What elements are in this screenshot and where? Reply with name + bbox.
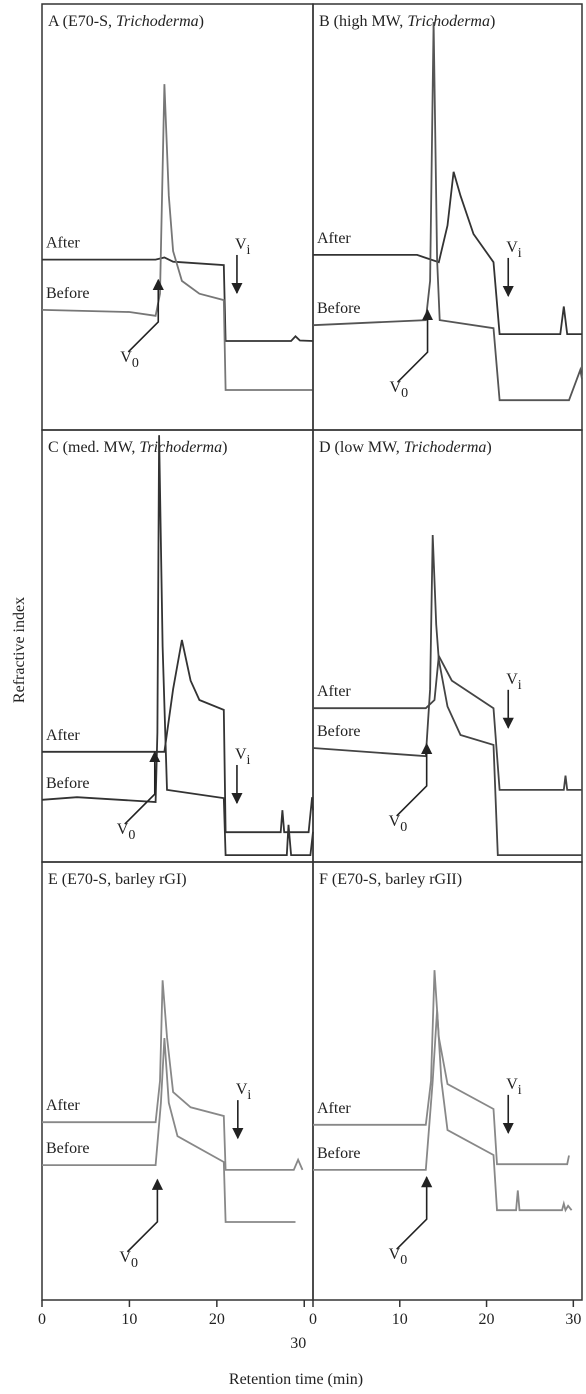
x-tick-label: 30: [290, 1335, 306, 1352]
annotation-sub: i: [518, 246, 522, 261]
annotation-text: V: [506, 671, 518, 688]
series-label: Before: [46, 775, 90, 792]
annotation: Vi: [235, 236, 251, 258]
trace: [312, 534, 582, 856]
arrow: [127, 278, 164, 353]
annotation: Vi: [506, 239, 522, 261]
annotation: V0: [390, 379, 409, 401]
series-label: After: [317, 683, 351, 700]
panel-frame: [312, 861, 583, 1301]
trace: [42, 980, 304, 1171]
annotation-sub: i: [247, 243, 251, 258]
x-tick-label: 10: [121, 1311, 137, 1328]
panel-title: A (E70-S, Trichoderma): [48, 13, 204, 30]
annotation-text: V: [506, 239, 518, 256]
trace: [313, 1009, 573, 1213]
annotation-text: V: [390, 379, 402, 396]
annotation-text: V: [117, 821, 129, 838]
arrow: [396, 309, 434, 383]
x-tick-label: 0: [309, 1311, 317, 1328]
panel-frame: [41, 861, 314, 1301]
panel-title: B (high MW, Trichoderma): [319, 13, 495, 30]
annotation-sub: 0: [400, 1253, 407, 1268]
panel-frame: [312, 3, 583, 431]
x-tick-label: 0: [38, 1311, 46, 1328]
annotation-text: V: [119, 1249, 131, 1266]
annotation-text: V: [236, 1081, 248, 1098]
annotation-sub: i: [247, 1088, 251, 1103]
annotation: V0: [389, 1246, 408, 1268]
annotation-text: V: [389, 813, 401, 830]
series-label: Before: [317, 300, 361, 317]
arrow: [396, 1176, 433, 1250]
series-label: Before: [317, 1145, 361, 1162]
trace: [42, 1038, 296, 1223]
series-label: After: [46, 727, 80, 744]
annotation-text: V: [235, 236, 247, 253]
panel-frame: [312, 429, 583, 863]
panel-title: E (E70-S, barley rGI): [48, 871, 187, 888]
annotation-text: V: [120, 349, 132, 366]
panel-title: F (E70-S, barley rGII): [319, 871, 462, 888]
annotation: Vi: [235, 746, 251, 768]
x-axis-label: Retention time (min): [229, 1371, 363, 1388]
annotation-text: V: [389, 1246, 401, 1263]
annotation: V0: [389, 813, 408, 835]
annotation-sub: 0: [128, 828, 135, 843]
annotation-sub: i: [518, 1083, 522, 1098]
annotation: V0: [119, 1249, 138, 1271]
trace: [41, 84, 313, 391]
y-axis-label: Refractive index: [11, 597, 28, 703]
annotation: Vi: [506, 1076, 522, 1098]
annotation-text: V: [506, 1076, 518, 1093]
trace: [42, 639, 314, 834]
series-label: Before: [317, 723, 361, 740]
annotation: Vi: [506, 671, 522, 693]
arrow: [124, 750, 161, 825]
arrow: [126, 1178, 163, 1253]
series-label: After: [46, 1097, 80, 1114]
x-tick-label: 20: [209, 1311, 225, 1328]
annotation-sub: 0: [400, 820, 407, 835]
trace: [313, 171, 582, 335]
series-label: After: [317, 1100, 351, 1117]
arrow: [396, 742, 433, 817]
trace: [313, 970, 570, 1166]
annotation-sub: 0: [132, 356, 139, 371]
annotation-sub: i: [247, 753, 251, 768]
x-tick-label: 10: [392, 1311, 408, 1328]
annotation-sub: i: [518, 678, 522, 693]
annotation-text: V: [235, 746, 247, 763]
annotation: Vi: [236, 1081, 252, 1103]
series-label: Before: [46, 1140, 90, 1157]
panel-title: C (med. MW, Trichoderma): [48, 439, 227, 456]
annotation: V0: [120, 349, 139, 371]
annotation-sub: 0: [401, 386, 408, 401]
series-label: After: [46, 235, 80, 252]
trace: [42, 256, 314, 342]
trace: [313, 652, 582, 791]
series-label: After: [317, 230, 351, 247]
trace: [312, 21, 583, 402]
series-label: Before: [46, 285, 90, 302]
annotation-sub: 0: [131, 1256, 138, 1271]
annotation: V0: [117, 821, 136, 843]
x-tick-label: 30: [565, 1311, 581, 1328]
trace: [41, 435, 314, 856]
x-tick-label: 20: [479, 1311, 495, 1328]
panel-frame: [41, 3, 314, 431]
panel-title: D (low MW, Trichoderma): [319, 439, 492, 456]
